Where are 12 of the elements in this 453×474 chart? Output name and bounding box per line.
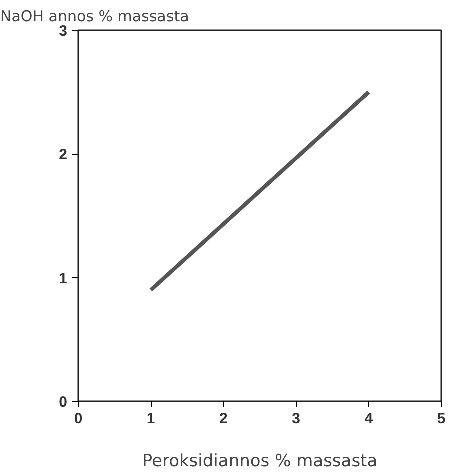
y-tick-label: 0	[59, 394, 68, 411]
y-axis-title: NaOH annos % massasta	[0, 8, 190, 26]
x-axis-title: Peroksidiannos % massasta	[142, 452, 378, 472]
y-tick-label: 1	[59, 270, 68, 288]
x-tick-label: 3	[292, 410, 300, 428]
x-tick-label: 5	[437, 410, 446, 428]
x-tick-label: 4	[364, 410, 374, 428]
x-tick-label: 1	[146, 410, 156, 428]
x-tick-label: 0	[74, 410, 83, 428]
y-tick-label: 3	[59, 23, 68, 40]
x-tick-label: 2	[220, 410, 228, 428]
y-tick-label: 2	[59, 146, 68, 164]
